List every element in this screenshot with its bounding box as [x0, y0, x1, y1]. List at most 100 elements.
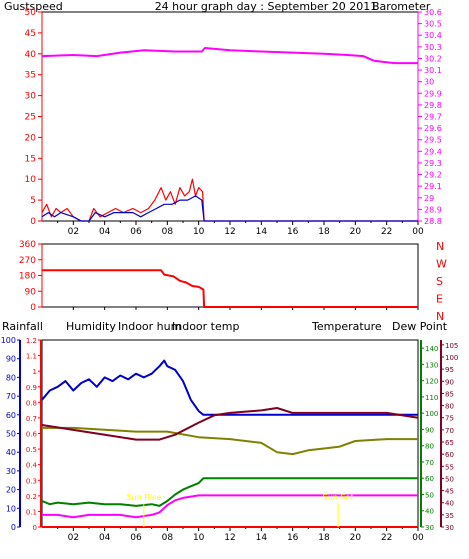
- x-tick-label: 12: [224, 227, 235, 237]
- y-tick-label-gust: 10: [25, 175, 37, 185]
- y-tick-label-temperature: 30: [425, 524, 434, 532]
- y-tick-label-gust: 40: [25, 50, 37, 60]
- y-tick-label-temperature: 70: [425, 459, 434, 467]
- y-tick-label-direction: 180: [19, 272, 36, 282]
- series-humidity: [41, 359, 418, 416]
- y-tick-label-dew-point: 70: [445, 427, 454, 435]
- y-tick-label-dew-point: 45: [445, 488, 454, 496]
- y-tick-label-temperature: 40: [425, 508, 434, 516]
- y-tick-label-gust: 0: [30, 217, 36, 227]
- y-tick-label-temperature: 90: [425, 426, 434, 434]
- x-tick-label: 08: [162, 227, 174, 237]
- y-tick-label-barometer: 30.3: [424, 43, 442, 52]
- y-tick-label-humidity: 100: [1, 336, 16, 345]
- x-tick-label: 06: [130, 533, 142, 543]
- y-tick-label-barometer: 28.9: [424, 205, 442, 214]
- y-tick-label-gust: 5: [30, 196, 36, 206]
- y-tick-label-dew-point: 55: [445, 463, 454, 471]
- x-tick-label: 04: [99, 533, 111, 543]
- y-tick-label-dew-point: 100: [445, 354, 458, 362]
- compass-label: W: [436, 258, 447, 271]
- x-tick-label: 22: [381, 227, 392, 237]
- y-tick-label-gust: 15: [25, 154, 36, 164]
- y-tick-label-dew-point: 75: [445, 415, 454, 423]
- y-tick-label-humidity: 70: [6, 392, 16, 401]
- panel-frame-1: [41, 11, 419, 222]
- y-tick-label-dew-point: 50: [445, 475, 454, 483]
- y-tick-label-barometer: 28.8: [424, 217, 442, 226]
- y-tick-label-barometer: 29.7: [424, 113, 442, 122]
- y-tick-label-temperature: 100: [425, 410, 438, 418]
- x-tick-label: 20: [350, 533, 362, 543]
- y-tick-label-temperature: 60: [425, 475, 434, 483]
- series-barometer: [41, 47, 418, 65]
- x-tick-label: 04: [99, 227, 111, 237]
- x-tick-label: 20: [350, 227, 362, 237]
- x-tick-label: 22: [381, 533, 392, 543]
- y-tick-label-barometer: 29.8: [424, 101, 442, 110]
- y-tick-label-gust: 30: [25, 92, 37, 102]
- y-tick-label-rainfall: 1.2: [26, 337, 37, 345]
- y-tick-label-dew-point: 30: [445, 524, 454, 532]
- y-tick-label-dew-point: 90: [445, 378, 454, 386]
- y-tick-label-barometer: 30.6: [424, 8, 442, 17]
- chart-title: 24 hour graph day : September 20 2011: [155, 0, 378, 13]
- legend-rainfall: Rainfall: [2, 320, 43, 333]
- y-tick-label-gust: 20: [25, 133, 37, 143]
- y-tick-label-humidity: 60: [6, 411, 16, 420]
- y-tick-label-dew-point: 80: [445, 403, 454, 411]
- compass-label: E: [436, 293, 443, 306]
- y-tick-label-dew-point: 60: [445, 451, 454, 459]
- y-tick-label-dew-point: 95: [445, 366, 454, 374]
- y-tick-label-temperature: 120: [425, 378, 438, 386]
- compass-label: N: [436, 310, 444, 323]
- y-tick-label-temperature: 140: [425, 345, 438, 353]
- y-tick-label-direction: 270: [19, 256, 36, 266]
- y-tick-label-barometer: 30.5: [424, 20, 442, 29]
- y-tick-label-dew-point: 105: [445, 342, 458, 350]
- x-tick-label: 02: [68, 533, 79, 543]
- y-tick-label-rainfall: 1: [33, 368, 37, 376]
- y-tick-label-direction: 360: [19, 240, 36, 250]
- y-tick-label-rainfall: 0.3: [26, 477, 37, 485]
- sun-annotation: Sun Set: [323, 493, 354, 502]
- x-tick-label: 18: [318, 533, 330, 543]
- y-tick-label-barometer: 29.9: [424, 89, 442, 98]
- x-tick-label: 12: [224, 533, 235, 543]
- x-tick-label: 00: [412, 227, 424, 237]
- y-tick-label-dew-point: 40: [445, 500, 454, 508]
- y-tick-label-rainfall: 0.8: [26, 399, 37, 407]
- x-tick-label: 00: [412, 533, 424, 543]
- y-tick-label-humidity: 30: [6, 467, 16, 476]
- y-tick-label-barometer: 29.1: [424, 182, 442, 191]
- y-tick-label-barometer: 29.5: [424, 136, 442, 145]
- series-direction: [42, 269, 418, 308]
- y-tick-label-rainfall: 0: [33, 524, 37, 532]
- y-tick-label-humidity: 0: [11, 523, 16, 532]
- y-tick-label-barometer: 30.1: [424, 66, 442, 75]
- y-tick-label-dew-point: 65: [445, 439, 454, 447]
- y-tick-label-barometer: 29: [424, 194, 434, 203]
- legend-barometer: Barometer: [372, 0, 431, 13]
- x-tick-label: 06: [130, 227, 142, 237]
- y-tick-label-rainfall: 0.4: [26, 462, 38, 470]
- y-tick-label-rainfall: 0.5: [26, 446, 37, 454]
- y-tick-label-gust: 45: [25, 29, 36, 39]
- y-tick-label-direction: 90: [25, 287, 37, 297]
- series-wind: [41, 195, 418, 222]
- x-tick-label: 02: [68, 227, 79, 237]
- y-tick-label-temperature: 50: [425, 491, 434, 499]
- x-tick-label: 16: [287, 533, 299, 543]
- y-tick-label-gust: 25: [25, 113, 36, 123]
- y-tick-label-gust: 35: [25, 71, 36, 81]
- legend-gustspeed: Gustspeed: [4, 0, 63, 13]
- y-tick-label-barometer: 29.4: [424, 147, 442, 156]
- x-tick-label: 16: [287, 227, 299, 237]
- y-tick-label-dew-point: 35: [445, 512, 454, 520]
- x-tick-label: 14: [256, 533, 268, 543]
- series-indoor-temp: [41, 407, 419, 441]
- y-tick-label-barometer: 29.6: [424, 124, 442, 133]
- y-tick-label-temperature: 110: [425, 394, 438, 402]
